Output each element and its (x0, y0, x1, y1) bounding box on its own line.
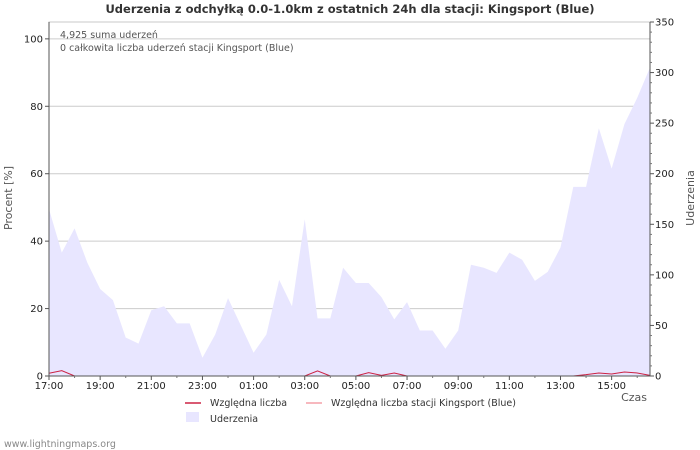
left-tick-label: 80 (30, 102, 43, 113)
site-credit: www.lightningmaps.org (4, 439, 116, 450)
right-tick-label: 350 (655, 18, 674, 29)
left-tick-label: 60 (30, 169, 43, 180)
left-axis-label: Procent [%] (2, 166, 15, 230)
chart-title: Uderzenia z odchyłką 0.0-1.0km z ostatni… (105, 2, 594, 16)
left-tick-label: 100 (24, 34, 43, 45)
legend-label-relative-count: Względna liczba (210, 398, 287, 409)
station-strikes-note: 0 całkowita liczba uderzeń stacji Kingsp… (60, 43, 294, 54)
right-tick-label: 50 (655, 321, 668, 332)
legend-label-strikes: Uderzenia (210, 414, 258, 425)
strikes-area (49, 67, 650, 376)
left-axis-ticks: 0 20 40 60 80 100 (24, 34, 49, 383)
total-strikes-note: 4,925 suma uderzeń (60, 30, 158, 41)
legend: Względna liczba Względna liczba stacji K… (185, 398, 516, 425)
right-tick-label: 250 (655, 119, 674, 130)
x-tick-label: 13:00 (546, 381, 575, 392)
right-axis-label: Uderzenia (684, 170, 697, 226)
x-tick-label: 17:00 (35, 381, 64, 392)
x-tick-label: 05:00 (341, 381, 370, 392)
legend-swatch-strikes (186, 412, 199, 422)
right-tick-label: 150 (655, 220, 674, 231)
right-tick-label: 200 (655, 169, 674, 180)
x-tick-label: 15:00 (597, 381, 626, 392)
right-axis-ticks: 0 50 100 150 200 250 300 350 (650, 18, 674, 383)
right-tick-label: 0 (655, 372, 661, 383)
x-axis-label: Czas (621, 391, 647, 404)
right-tick-label: 100 (655, 270, 674, 281)
x-tick-label: 21:00 (137, 381, 166, 392)
left-tick-label: 20 (30, 304, 43, 315)
x-tick-label: 19:00 (86, 381, 115, 392)
legend-label-station-relative-count: Względna liczba stacji Kingsport (Blue) (331, 398, 516, 409)
x-axis-ticks: 17:00 19:00 21:00 23:00 01:00 03:00 05:00 07:00… (35, 376, 638, 392)
left-tick-label: 0 (37, 372, 43, 383)
x-tick-label: 03:00 (290, 381, 319, 392)
x-tick-label: 11:00 (495, 381, 524, 392)
left-tick-label: 40 (30, 237, 43, 248)
x-tick-label: 01:00 (239, 381, 268, 392)
x-tick-label: 09:00 (444, 381, 473, 392)
x-tick-label: 23:00 (188, 381, 217, 392)
right-tick-label: 300 (655, 68, 674, 79)
x-tick-label: 07:00 (393, 381, 422, 392)
